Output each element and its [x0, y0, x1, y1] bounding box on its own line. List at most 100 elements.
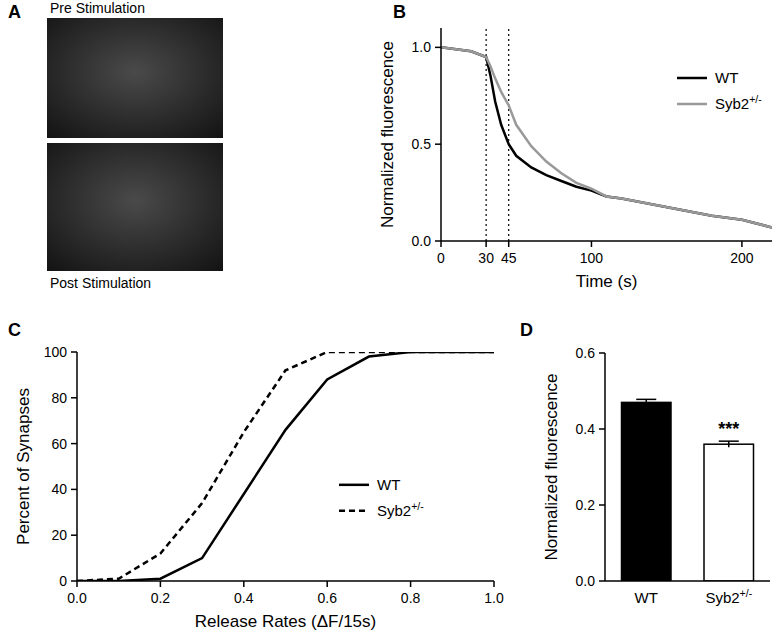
- image-title: Post Stimulation: [50, 275, 151, 291]
- x-tick-label: 0.4: [234, 590, 254, 606]
- panel-A: Pre Stimulation Post Stimulation: [47, 0, 223, 291]
- y-tick-label: 0.4: [576, 421, 596, 437]
- error-stem: [646, 399, 648, 405]
- x-tick-label: 200: [730, 250, 754, 266]
- label-base: Syb2: [705, 589, 739, 606]
- figure: A Pre Stimulation Post Stimulation B 0.0 0.5 1…: [0, 0, 780, 636]
- label-base: Syb2: [715, 95, 749, 112]
- series-line: [441, 47, 772, 227]
- x-tick-label: 0.0: [67, 590, 87, 606]
- error-bar: [719, 441, 739, 447]
- error-stem: [728, 441, 730, 447]
- y-axis-label: Normalized fluorescence: [542, 373, 561, 560]
- panel-C: 0204060801000.00.20.40.60.81.0Percent of…: [14, 344, 504, 631]
- error-cap: [636, 399, 656, 401]
- y-tick: [599, 428, 605, 430]
- x-tick-label: WT: [635, 589, 658, 606]
- y-tick: [435, 240, 441, 242]
- y-tick: [599, 580, 605, 582]
- plot-area: [441, 28, 772, 241]
- error-bar: [636, 399, 656, 405]
- x-tick: [440, 241, 442, 247]
- label-sup: +/-: [411, 500, 424, 512]
- y-axis-label: Normalized fluorescence: [378, 41, 397, 228]
- y-axis: [76, 352, 78, 581]
- y-tick-label: 100: [44, 344, 68, 360]
- y-tick-label: 0.2: [576, 497, 596, 513]
- y-axis: [440, 28, 442, 241]
- x-tick-label: 100: [580, 250, 604, 266]
- x-tick-label: 30: [478, 250, 494, 266]
- error-cap: [719, 440, 739, 442]
- y-tick-label: 0.0: [412, 233, 432, 249]
- y-tick: [71, 443, 77, 445]
- panel-B: 0.0 0.5 1.0 0 30 45 100 200 Normalized fluoresce…: [378, 28, 772, 291]
- y-tick-label: 20: [51, 527, 67, 543]
- x-tick: [508, 241, 510, 247]
- x-tick-label: 0.6: [317, 590, 337, 606]
- label-sup: +/-: [740, 587, 753, 599]
- panel-D: WT Syb2+/- *** 0.0 0.2 0.4 0.6 Normalized fluor…: [542, 345, 770, 606]
- x-tick-label: Syb2+/-: [705, 587, 752, 606]
- series-line: [441, 47, 772, 227]
- x-tick: [485, 241, 487, 247]
- y-tick: [435, 47, 441, 49]
- y-tick-label: 0.0: [576, 573, 596, 589]
- x-axis-label: Time (s): [576, 272, 638, 291]
- y-tick: [71, 580, 77, 582]
- x-axis: [77, 580, 494, 582]
- x-tick: [243, 581, 245, 587]
- legend-swatch: [677, 103, 707, 106]
- x-tick: [160, 581, 162, 587]
- micrograph: [47, 143, 223, 271]
- y-tick-label: 80: [51, 390, 67, 406]
- y-tick-label: 60: [51, 436, 67, 452]
- x-tick-label: 1.0: [484, 590, 504, 606]
- label-sup: +/-: [749, 93, 762, 105]
- y-tick: [71, 489, 77, 491]
- y-tick: [71, 351, 77, 353]
- y-tick: [71, 534, 77, 536]
- series-line: [77, 352, 494, 581]
- x-tick: [326, 581, 328, 587]
- legend-label: Syb2+/-: [377, 500, 424, 519]
- micrograph: [47, 18, 223, 138]
- legend-label: WT: [377, 476, 400, 493]
- panel-letter: A: [8, 2, 21, 22]
- y-tick-label: 0.5: [412, 136, 432, 152]
- x-tick: [591, 241, 593, 247]
- y-tick-label: 40: [51, 481, 67, 497]
- x-tick: [410, 581, 412, 587]
- image-title: Pre Stimulation: [50, 0, 145, 16]
- x-tick: [741, 241, 743, 247]
- y-tick: [71, 397, 77, 399]
- y-tick: [599, 504, 605, 506]
- legend-swatch: [677, 77, 707, 80]
- y-tick: [599, 352, 605, 354]
- x-tick-label: 0: [437, 250, 445, 266]
- legend-label: Syb2+/-: [715, 93, 762, 112]
- marker-line: [508, 28, 509, 241]
- bar: [704, 444, 754, 581]
- legend-swatch: [339, 510, 369, 513]
- y-tick-label: 1.0: [412, 39, 432, 55]
- y-tick-label: 0: [59, 573, 67, 589]
- y-tick: [435, 143, 441, 145]
- label-base: Syb2: [377, 502, 411, 519]
- x-tick: [493, 581, 495, 587]
- x-tick-label: 45: [501, 250, 517, 266]
- annotation: ***: [718, 419, 739, 439]
- y-axis-label: Percent of Synapses: [14, 388, 33, 545]
- x-axis: [605, 580, 770, 582]
- plot-area: [622, 399, 754, 581]
- series-line: [77, 352, 494, 581]
- panel-letter: D: [520, 320, 533, 340]
- panel-letter: B: [393, 2, 406, 22]
- x-tick-label: 0.8: [401, 590, 421, 606]
- plot-area: [77, 352, 494, 581]
- x-axis-label: Release Rates (ΔF/15s): [195, 612, 376, 631]
- y-tick-label: 0.6: [576, 345, 596, 361]
- legend-label: WT: [715, 69, 738, 86]
- bar: [622, 402, 672, 581]
- y-axis: [604, 353, 606, 581]
